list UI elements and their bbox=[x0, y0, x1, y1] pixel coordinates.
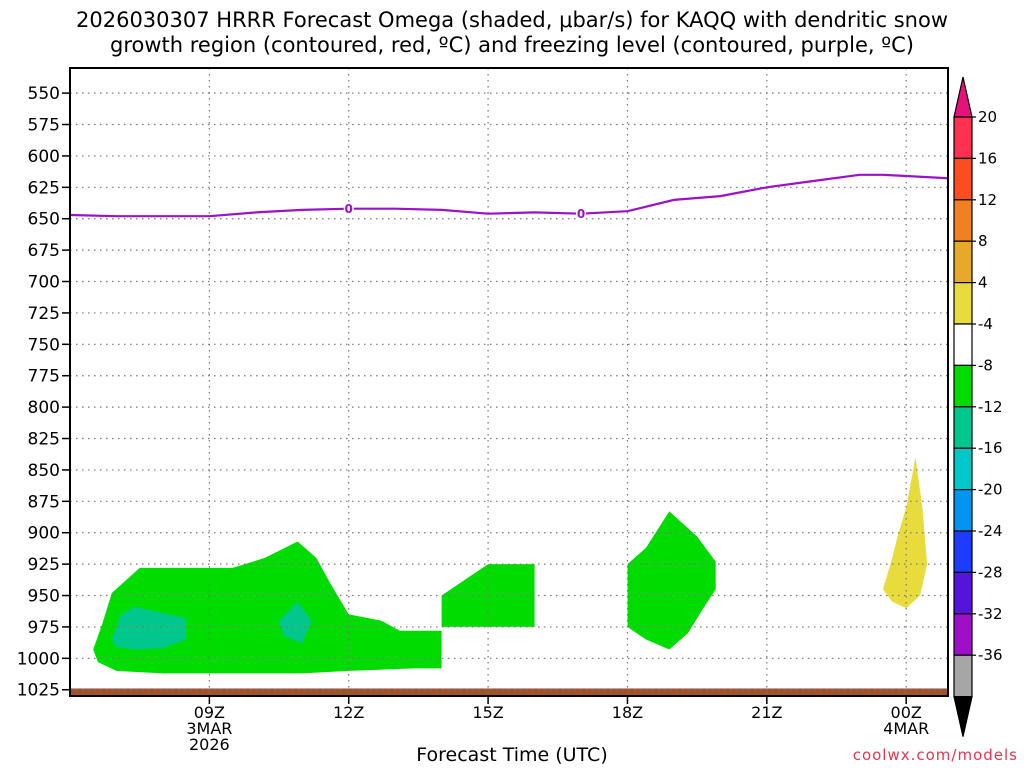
colorbar: 20 16 12 8 4 -4 -8 -12 -16 -20 -24 -28 -32 -36 bbox=[953, 76, 1003, 737]
x-tick-label-18Z: 18Z bbox=[612, 703, 643, 722]
y-tick-label-1025: 1025 bbox=[17, 681, 60, 701]
colorbar-segment-6 bbox=[953, 364, 973, 408]
colorbar-segment-9 bbox=[953, 489, 973, 532]
colorbar-segment-4 bbox=[953, 282, 973, 325]
y-axis: 550 575 600 625 650 675 700 725 750 775 800 825 850 8… bbox=[17, 84, 70, 701]
colorbar-label-13: -36 bbox=[978, 646, 1003, 664]
y-tick-label-550: 550 bbox=[28, 84, 60, 104]
title-line-1: 2026030307 HRRR Forecast Omega (shaded, … bbox=[76, 8, 948, 32]
x-axis-label: Forecast Time (UTC) bbox=[416, 744, 608, 766]
colorbar-label-4: 4 bbox=[978, 274, 988, 292]
omega-region-1 bbox=[111, 606, 187, 650]
y-tick-label-725: 725 bbox=[28, 304, 60, 324]
x-tick-date-09Z: 3MAR bbox=[186, 719, 232, 738]
omega-region-0 bbox=[93, 541, 442, 674]
y-tick-label-825: 825 bbox=[28, 430, 60, 450]
colorbar-segment-8 bbox=[953, 447, 973, 491]
title-line-2: growth region (contoured, red, ºC) and f… bbox=[110, 33, 914, 57]
colorbar-label-6: -8 bbox=[978, 356, 993, 374]
colorbar-top-arrow bbox=[953, 76, 973, 118]
colorbar-label-0: 20 bbox=[978, 108, 997, 126]
chart-title: 2026030307 HRRR Forecast Omega (shaded, … bbox=[0, 8, 1024, 58]
x-tick-label-15Z: 15Z bbox=[472, 703, 503, 722]
y-tick-label-875: 875 bbox=[28, 492, 60, 512]
freezing-level-line bbox=[70, 173, 948, 218]
freezing-level-label-0: 0 bbox=[345, 202, 353, 216]
y-tick-label-950: 950 bbox=[28, 587, 60, 607]
omega-region-2 bbox=[279, 601, 312, 644]
freezing-label-bg-0 bbox=[343, 201, 354, 216]
colorbar-segment-10 bbox=[953, 530, 973, 574]
colorbar-label-9: -20 bbox=[978, 481, 1003, 499]
y-tick-label-750: 750 bbox=[28, 335, 60, 355]
colorbar-segment-5 bbox=[953, 323, 973, 367]
colorbar-segment-2 bbox=[953, 199, 973, 242]
y-tick-label-900: 900 bbox=[28, 524, 60, 544]
x-tick-date-00Z: 4MAR bbox=[883, 719, 929, 738]
colorbar-label-12: -32 bbox=[978, 605, 1003, 623]
grid-lines bbox=[70, 68, 948, 696]
y-tick-label-850: 850 bbox=[28, 461, 60, 481]
x-tick-label-12Z: 12Z bbox=[333, 703, 364, 722]
freezing-label-bg-1 bbox=[576, 206, 587, 221]
colorbar-bottom-arrow bbox=[953, 695, 973, 737]
x-tick-label-21Z: 21Z bbox=[751, 703, 782, 722]
plot-frame bbox=[69, 67, 949, 697]
colorbar-label-8: -16 bbox=[978, 439, 1003, 457]
colorbar-segment-3 bbox=[953, 240, 973, 284]
omega-shading bbox=[93, 457, 928, 674]
colorbar-segment-0 bbox=[953, 116, 973, 160]
ground-fill bbox=[70, 688, 948, 696]
colorbar-label-1: 16 bbox=[978, 149, 997, 167]
colorbar-label-10: -24 bbox=[978, 522, 1003, 540]
x-tick-label-09Z: 09Z bbox=[194, 703, 225, 722]
y-tick-label-975: 975 bbox=[28, 618, 60, 638]
omega-region-3 bbox=[441, 564, 535, 627]
colorbar-label-3: 8 bbox=[978, 232, 988, 250]
colorbar-label-5: -4 bbox=[978, 315, 993, 333]
ground-layer bbox=[70, 688, 948, 696]
colorbar-segment-13 bbox=[953, 654, 973, 698]
y-tick-label-575: 575 bbox=[28, 116, 60, 136]
y-tick-label-625: 625 bbox=[28, 178, 60, 198]
colorbar-segment-7 bbox=[953, 406, 973, 449]
y-tick-label-800: 800 bbox=[28, 398, 60, 418]
colorbar-segment-11 bbox=[953, 571, 973, 615]
colorbar-segment-12 bbox=[953, 613, 973, 656]
y-tick-label-600: 600 bbox=[28, 147, 60, 167]
x-tick-label-00Z: 00Z bbox=[891, 703, 922, 722]
colorbar-label-11: -28 bbox=[978, 563, 1003, 581]
colorbar-label-7: -12 bbox=[978, 398, 1003, 416]
y-tick-label-925: 925 bbox=[28, 555, 60, 575]
colorbar-label-2: 12 bbox=[978, 191, 997, 209]
y-tick-label-1000: 1000 bbox=[17, 649, 60, 669]
y-tick-label-675: 675 bbox=[28, 241, 60, 261]
credit-link[interactable]: coolwx.com/models bbox=[852, 746, 1018, 764]
y-tick-label-775: 775 bbox=[28, 367, 60, 387]
freezing-level-label-1: 0 bbox=[577, 207, 585, 221]
y-tick-label-700: 700 bbox=[28, 273, 60, 293]
colorbar-segment-1 bbox=[953, 157, 973, 201]
y-tick-label-650: 650 bbox=[28, 210, 60, 230]
omega-region-4 bbox=[627, 511, 716, 650]
x-tick-year-09Z: 2026 bbox=[189, 735, 230, 754]
